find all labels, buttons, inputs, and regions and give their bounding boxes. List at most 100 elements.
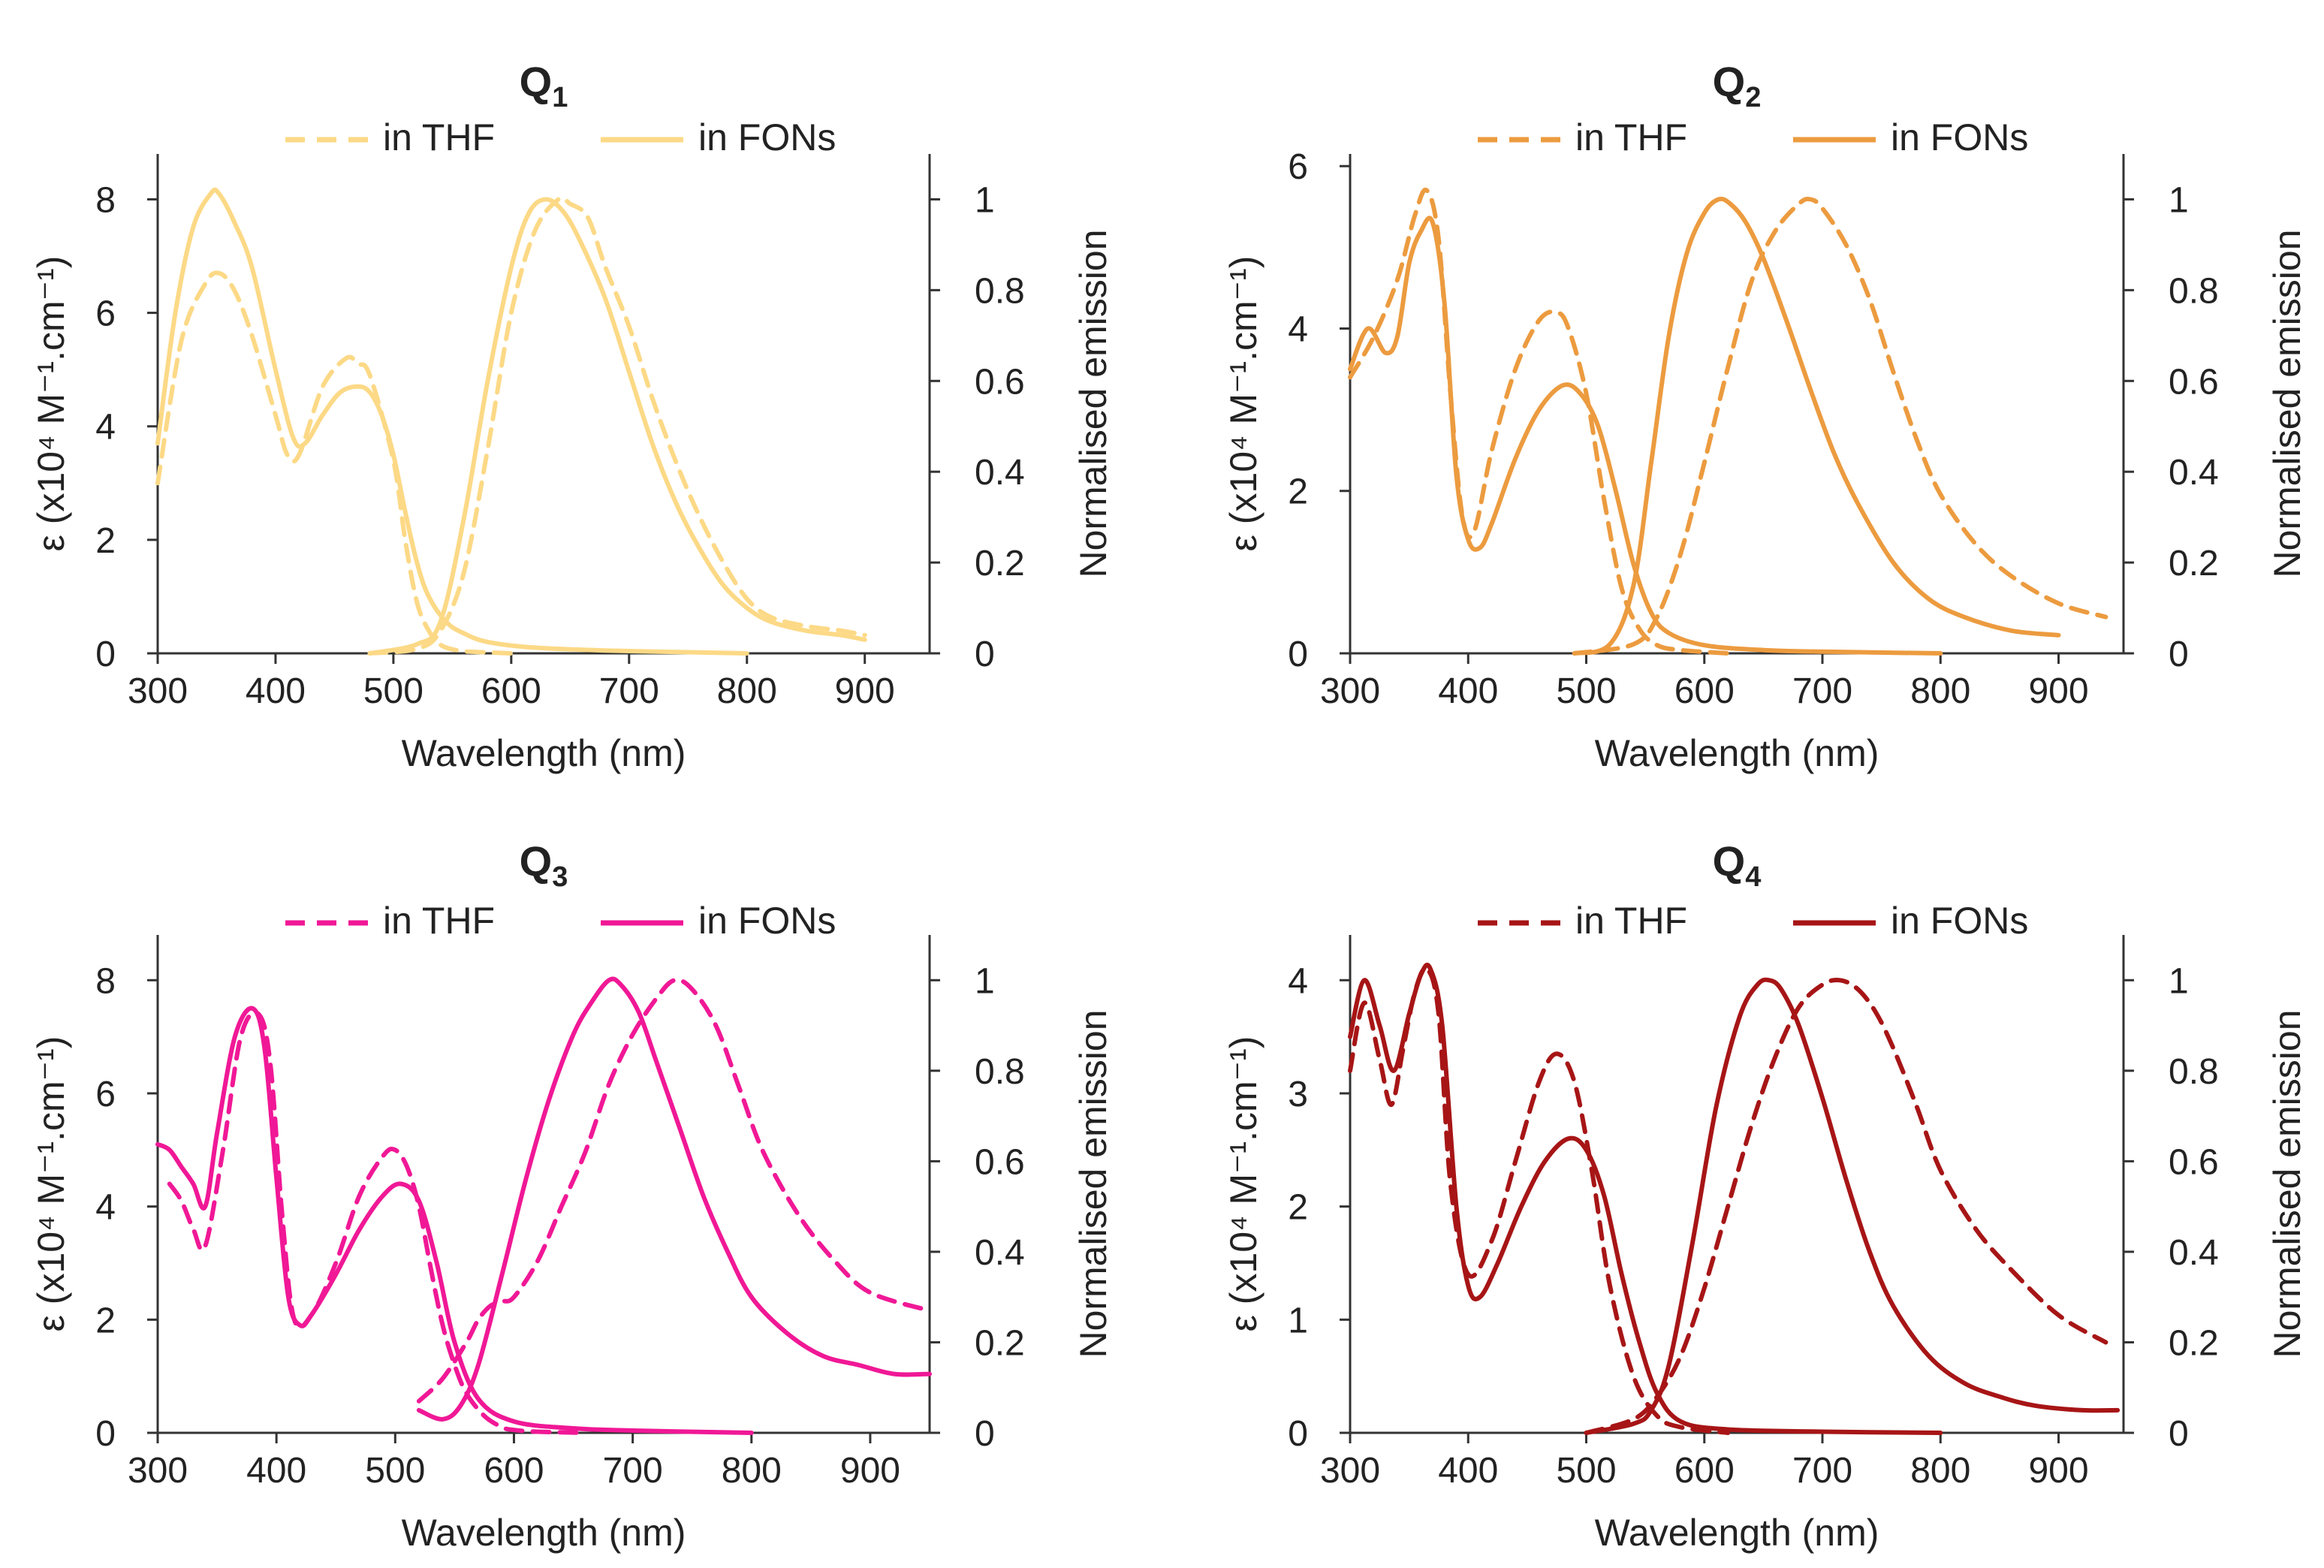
- x-tick-label: 700: [1792, 671, 1852, 711]
- series-absorption-fons: [155, 1006, 754, 1435]
- y-right-tick-label: 0.8: [975, 271, 1025, 311]
- y-left-axis-label: ε (x10⁴ M⁻¹.cm⁻¹): [1222, 1036, 1264, 1332]
- legend-label: in THF: [383, 116, 495, 158]
- x-tick-label: 700: [1792, 1451, 1852, 1491]
- x-tick-label: 300: [128, 671, 188, 711]
- y-right-tick-label: 0.4: [975, 453, 1025, 493]
- series-absorption-fons: [1348, 962, 1943, 1435]
- y-right-tick-label: 1: [2169, 180, 2189, 220]
- y-left-tick-label: 4: [1288, 309, 1308, 349]
- y-right-tick-label: 0.8: [2169, 271, 2219, 311]
- x-tick-label: 300: [1320, 671, 1380, 711]
- y-right-tick-label: 1: [975, 180, 995, 220]
- x-tick-label: 800: [1910, 671, 1970, 711]
- y-left-tick-label: 0: [95, 635, 116, 674]
- series-emission-fons: [1584, 977, 2121, 1435]
- x-tick-label: 500: [365, 1451, 425, 1491]
- x-tick-label: 800: [1910, 1451, 1970, 1491]
- legend-label: in FONs: [1891, 900, 2028, 942]
- y-left-tick-label: 0: [1288, 1414, 1308, 1454]
- x-tick-label: 600: [484, 1451, 544, 1491]
- x-tick-label: 400: [1438, 1451, 1498, 1491]
- x-tick-label: 600: [1674, 671, 1735, 711]
- x-tick-label: 500: [1556, 671, 1616, 711]
- y-left-tick-label: 8: [95, 180, 116, 220]
- y-right-axis-label: Normalised emission: [2266, 229, 2308, 577]
- y-left-axis-label: ε (x10⁴ M⁻¹.cm⁻¹): [1222, 256, 1264, 552]
- y-left-tick-label: 6: [95, 294, 116, 334]
- x-tick-label: 800: [717, 671, 777, 711]
- y-left-axis-label: ε (x10⁴ M⁻¹.cm⁻¹): [30, 1036, 72, 1332]
- y-right-tick-label: 0.2: [2169, 544, 2219, 583]
- y-right-axis-label: Normalised emission: [1072, 229, 1114, 577]
- series-absorption-thf: [1348, 966, 1731, 1435]
- legend-label: in FONs: [698, 900, 836, 942]
- legend-label: in FONs: [1891, 116, 2028, 158]
- y-left-tick-label: 0: [1288, 635, 1308, 674]
- y-right-tick-label: 0.4: [975, 1233, 1025, 1273]
- y-right-tick-label: 0.2: [975, 1323, 1025, 1363]
- x-tick-label: 700: [603, 1451, 663, 1491]
- series-emission-fons: [416, 976, 932, 1422]
- x-tick-label: 800: [722, 1451, 782, 1491]
- chart-panel-q3: Q3 300 400 500 600 700 800 900 0 2 4 6 8 0 0.2 0.4 0.6 0.…: [30, 837, 1114, 1554]
- series-absorption-fons: [155, 187, 749, 656]
- x-tick-label: 400: [246, 1451, 306, 1491]
- y-right-tick-label: 0.4: [2169, 453, 2219, 493]
- series-emission-thf: [1572, 196, 2108, 656]
- y-right-tick-label: 0.6: [975, 1142, 1025, 1182]
- y-left-tick-label: 3: [1288, 1075, 1308, 1114]
- x-tick-label: 300: [128, 1451, 188, 1491]
- y-left-tick-label: 2: [1288, 472, 1308, 512]
- y-right-tick-label: 0.6: [2169, 1142, 2219, 1182]
- y-left-tick-label: 6: [95, 1075, 116, 1114]
- chart-title: Q3: [520, 837, 568, 893]
- x-tick-label: 400: [246, 671, 306, 711]
- x-tick-label: 400: [1438, 671, 1498, 711]
- y-right-tick-label: 0: [975, 635, 995, 674]
- y-right-tick-label: 0.6: [975, 362, 1025, 402]
- x-tick-label: 900: [835, 671, 895, 711]
- x-tick-label: 500: [1556, 1451, 1616, 1491]
- series-emission-fons: [1572, 196, 2061, 656]
- y-left-tick-label: 4: [1288, 961, 1308, 1001]
- y-right-tick-label: 0.2: [2169, 1323, 2219, 1363]
- y-right-tick-label: 0: [2169, 1414, 2189, 1454]
- y-left-tick-label: 1: [1288, 1301, 1308, 1340]
- y-right-tick-label: 1: [2169, 961, 2189, 1001]
- y-left-tick-label: 4: [95, 1188, 116, 1228]
- legend-label: in FONs: [698, 116, 836, 158]
- series-absorption-thf: [1348, 187, 1731, 656]
- y-left-tick-label: 8: [95, 961, 116, 1001]
- series-absorption-thf: [167, 1010, 588, 1435]
- x-tick-label: 900: [2028, 671, 2088, 711]
- x-axis-label: Wavelength (nm): [1595, 732, 1879, 774]
- y-left-tick-label: 6: [1288, 147, 1308, 187]
- legend: in THF in FONs: [1478, 116, 2028, 158]
- x-tick-label: 600: [481, 671, 541, 711]
- x-tick-label: 700: [599, 671, 659, 711]
- x-tick-label: 900: [840, 1451, 900, 1491]
- x-tick-label: 500: [363, 671, 424, 711]
- y-right-tick-label: 1: [975, 961, 995, 1001]
- y-left-tick-label: 2: [95, 1301, 116, 1340]
- y-left-tick-label: 2: [95, 521, 116, 561]
- legend-label: in THF: [1575, 116, 1687, 158]
- y-left-tick-label: 4: [95, 408, 116, 448]
- chart-panel-q2: Q2 300 400 500 600 700 800 900 0 2 4 6 0 0.2 0.4 0.6 0.8…: [1222, 58, 2308, 774]
- chart-title: Q4: [1713, 837, 1762, 893]
- legend-label: in THF: [383, 900, 495, 942]
- x-axis-label: Wavelength (nm): [402, 732, 686, 774]
- x-tick-label: 600: [1674, 1451, 1735, 1491]
- y-right-tick-label: 0.2: [975, 544, 1025, 583]
- series-emission-thf: [1584, 977, 2108, 1435]
- chart-title: Q2: [1713, 58, 1762, 113]
- y-right-tick-label: 0.4: [2169, 1233, 2219, 1273]
- y-left-tick-label: 2: [1288, 1188, 1308, 1228]
- y-right-tick-label: 0.8: [975, 1052, 1025, 1092]
- y-right-axis-label: Normalised emission: [2266, 1009, 2308, 1358]
- series-emission-thf: [367, 195, 867, 656]
- chart-title: Q1: [520, 58, 568, 113]
- x-tick-label: 300: [1320, 1451, 1380, 1491]
